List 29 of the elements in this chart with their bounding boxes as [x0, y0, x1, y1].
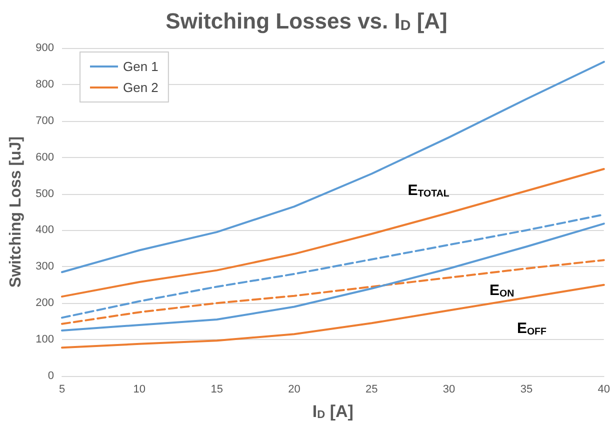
annotation: ETOTAL [408, 182, 450, 200]
y-tick-label: 600 [36, 151, 54, 164]
x-tick-label: 5 [58, 384, 66, 396]
y-tick-label: 800 [36, 78, 54, 90]
y-tick-label: 500 [36, 188, 54, 200]
x-tick-label: 25 [366, 384, 378, 396]
x-axis-title: ID [A] [312, 402, 354, 422]
y-tick-label: 700 [36, 114, 54, 127]
x-tick-label: 20 [288, 384, 300, 396]
x-tick-label: 15 [210, 384, 223, 396]
y-axis-title: Switching Loss [uJ] [8, 136, 24, 288]
x-tick-label: 35 [520, 384, 533, 396]
x-tick-label: 10 [133, 384, 146, 396]
y-tick-label: 0 [48, 370, 54, 382]
legend-label: Gen 2 [123, 80, 158, 95]
x-tick-label: 40 [598, 384, 610, 396]
annotation: EON [490, 282, 514, 300]
legend-label: Gen 1 [123, 59, 158, 74]
line-series [61, 284, 605, 349]
y-tick-label: 100 [36, 334, 54, 346]
y-tick-label: 900 [36, 42, 54, 54]
y-tick-label: 400 [36, 224, 54, 236]
x-tick-label: 30 [442, 384, 456, 396]
line-series [61, 60, 605, 274]
y-tick-label: 300 [36, 260, 54, 273]
y-tick-label: 200 [36, 297, 54, 310]
annotation: EOFF [516, 320, 546, 338]
chart-title: Switching Losses vs. ID [A] [166, 8, 448, 34]
line-series [61, 168, 605, 298]
